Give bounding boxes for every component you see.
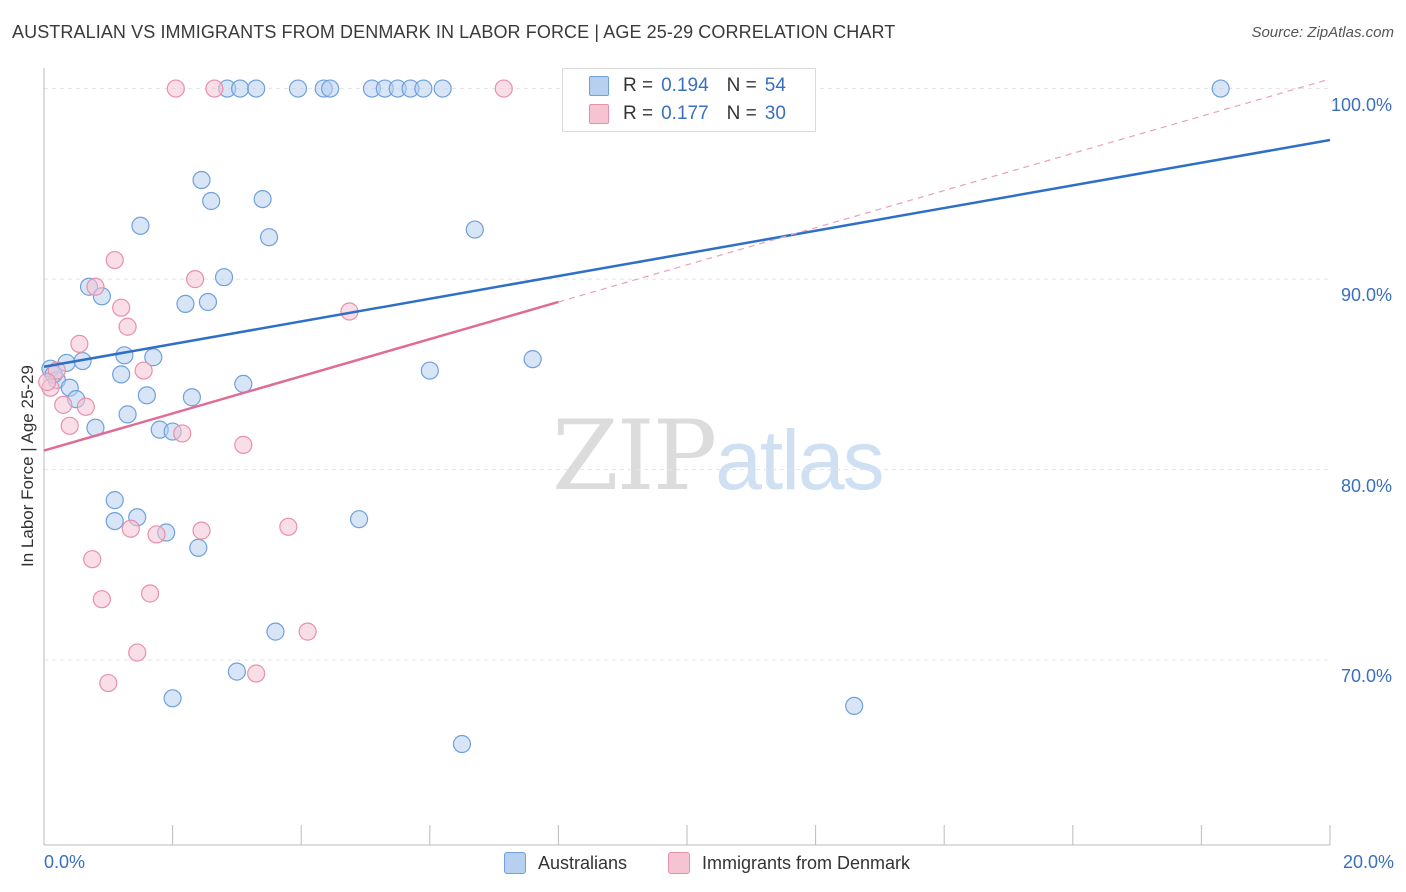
point-denmark bbox=[298, 622, 317, 641]
y-tick-label: 100.0% bbox=[1330, 94, 1392, 115]
point-denmark bbox=[76, 397, 95, 416]
point-australians bbox=[321, 79, 340, 98]
legend-r-value: 0.177 bbox=[661, 103, 709, 124]
point-australians bbox=[247, 79, 266, 98]
legend-swatch-blue bbox=[589, 76, 609, 96]
point-australians bbox=[115, 346, 134, 365]
y-tick-label: 80.0% bbox=[1340, 475, 1392, 496]
point-australians bbox=[420, 361, 439, 380]
source-label: Source: ZipAtlas.com bbox=[1251, 24, 1394, 41]
legend-swatch-pink bbox=[589, 104, 609, 124]
legend-row-denmark: R = 0.177 N = 30 bbox=[589, 101, 786, 127]
point-australians bbox=[112, 365, 131, 384]
point-australians bbox=[105, 511, 124, 531]
point-denmark bbox=[140, 584, 160, 603]
correlation-legend: R = 0.194 N = 54 R = 0.177 N = 30 bbox=[562, 68, 816, 132]
legend-label: Immigrants from Denmark bbox=[702, 852, 911, 873]
point-denmark bbox=[54, 395, 73, 414]
point-denmark bbox=[118, 317, 137, 336]
y-tick-label: 70.0% bbox=[1340, 666, 1392, 687]
y-tick-label: 90.0% bbox=[1340, 285, 1392, 306]
x-tick-label-min: 0.0% bbox=[44, 852, 86, 872]
legend-australians: Australians bbox=[504, 852, 627, 874]
point-australians bbox=[137, 386, 156, 405]
point-australians bbox=[231, 79, 250, 98]
point-denmark bbox=[205, 79, 224, 98]
legend-swatch-pink bbox=[668, 852, 690, 874]
point-australians bbox=[234, 374, 253, 394]
trendline-australians bbox=[43, 138, 1331, 368]
point-denmark bbox=[86, 277, 105, 296]
legend-r-label: R = bbox=[623, 103, 654, 124]
point-denmark bbox=[128, 643, 147, 662]
legend-n-label: N = bbox=[726, 103, 757, 124]
point-australians bbox=[163, 689, 182, 708]
point-denmark bbox=[105, 250, 124, 270]
point-denmark bbox=[38, 372, 57, 392]
point-australians bbox=[288, 79, 308, 98]
legend-n-label: N = bbox=[726, 75, 757, 96]
legend-label: Australians bbox=[538, 852, 628, 873]
point-australians bbox=[465, 220, 484, 239]
point-australians bbox=[414, 79, 433, 98]
point-denmark bbox=[70, 334, 89, 353]
point-australians bbox=[845, 696, 864, 716]
trendline-denmark-extension bbox=[558, 78, 1331, 303]
point-denmark bbox=[186, 270, 205, 289]
point-denmark bbox=[234, 435, 253, 454]
point-australians bbox=[118, 405, 137, 424]
legend-row-australians: R = 0.194 N = 54 bbox=[589, 73, 786, 99]
point-australians bbox=[349, 510, 369, 529]
watermark-zip: ZIP bbox=[552, 400, 717, 512]
point-australians bbox=[523, 350, 542, 369]
point-denmark bbox=[112, 298, 131, 317]
point-australians bbox=[202, 191, 221, 211]
chart-title: AUSTRALIAN VS IMMIGRANTS FROM DENMARK IN… bbox=[12, 22, 896, 42]
point-australians bbox=[227, 662, 246, 681]
watermark: ZIPatlas bbox=[552, 400, 885, 512]
y-axis-title: In Labor Force | Age 25-29 bbox=[18, 365, 37, 567]
point-denmark bbox=[147, 525, 166, 544]
point-australians bbox=[1211, 79, 1230, 98]
point-denmark bbox=[134, 361, 153, 380]
point-australians bbox=[192, 170, 211, 190]
legend-denmark: Immigrants from Denmark bbox=[668, 852, 910, 874]
point-denmark bbox=[99, 673, 118, 693]
watermark-atlas: atlas bbox=[715, 413, 884, 507]
point-denmark bbox=[92, 590, 111, 609]
point-denmark bbox=[192, 521, 211, 540]
legend-r-value: 0.194 bbox=[661, 75, 709, 96]
point-australians bbox=[189, 538, 208, 557]
point-australians bbox=[259, 228, 279, 247]
point-denmark bbox=[494, 79, 513, 98]
legend-swatch-blue bbox=[504, 852, 526, 874]
point-denmark bbox=[173, 424, 192, 443]
point-denmark bbox=[60, 416, 79, 435]
x-tick-label-max: 20.0% bbox=[1342, 852, 1394, 872]
point-denmark bbox=[247, 664, 266, 683]
point-australians bbox=[214, 268, 234, 287]
point-australians bbox=[105, 491, 124, 510]
point-australians bbox=[253, 189, 272, 209]
point-australians bbox=[433, 79, 452, 98]
point-australians bbox=[452, 734, 472, 754]
point-australians bbox=[182, 388, 201, 407]
legend-n-value: 30 bbox=[764, 103, 786, 124]
point-australians bbox=[198, 292, 218, 312]
point-denmark bbox=[166, 79, 185, 98]
point-australians bbox=[176, 294, 195, 313]
trendline-denmark bbox=[43, 300, 559, 452]
point-denmark bbox=[83, 550, 102, 569]
point-australians bbox=[131, 216, 150, 235]
point-australians bbox=[266, 622, 285, 641]
point-denmark bbox=[279, 517, 298, 536]
legend-n-value: 54 bbox=[764, 75, 786, 96]
point-denmark bbox=[121, 519, 140, 538]
legend-r-label: R = bbox=[623, 75, 654, 96]
